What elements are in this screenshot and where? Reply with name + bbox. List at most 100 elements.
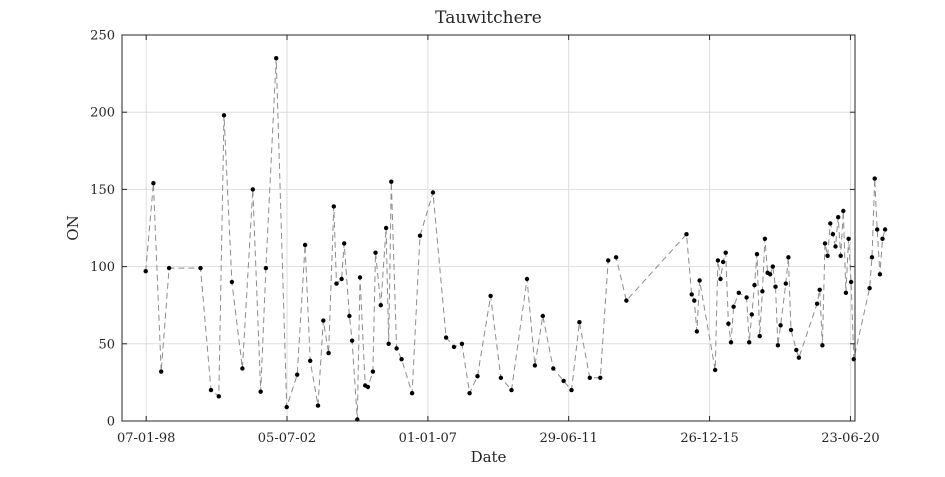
data-point (331, 204, 336, 209)
data-point (143, 269, 148, 274)
data-point (841, 208, 846, 214)
data-point (378, 303, 383, 308)
data-point (221, 113, 227, 118)
data-point (334, 281, 339, 286)
x-tick-label: 26-12-15 (680, 431, 738, 446)
data-point (757, 333, 762, 339)
data-point (731, 304, 736, 309)
data-point (778, 323, 783, 328)
data-point (828, 221, 833, 226)
data-point (624, 298, 629, 303)
x-tick-label: 05-07-02 (258, 431, 316, 446)
data-point (540, 313, 545, 319)
data-point (587, 375, 592, 380)
data-point (394, 346, 399, 351)
data-point (775, 343, 781, 348)
x-tick-label: 01-01-07 (399, 431, 457, 446)
data-point (880, 236, 885, 241)
data-point (409, 391, 415, 396)
data-point (783, 281, 788, 286)
data-point (752, 282, 757, 288)
data-point (843, 290, 849, 295)
data-point (836, 215, 841, 220)
data-point (794, 347, 799, 353)
data-point (475, 374, 480, 379)
data-point (796, 355, 802, 360)
data-point (459, 341, 465, 346)
data-point (848, 279, 854, 285)
data-point (509, 387, 514, 393)
data-point (365, 384, 371, 390)
data-point (762, 236, 768, 241)
y-tick-label: 100 (90, 260, 115, 275)
data-point (728, 340, 734, 345)
data-point (349, 338, 355, 343)
data-point (151, 181, 156, 186)
data-point (694, 329, 700, 334)
data-point (430, 190, 436, 195)
data-point (692, 298, 697, 303)
data-point (342, 241, 347, 246)
data-point (240, 366, 245, 371)
data-point (166, 265, 172, 271)
data-point (208, 387, 214, 393)
x-tick-label: 23-06-20 (821, 431, 879, 446)
data-point (284, 404, 289, 410)
data-point (229, 279, 235, 285)
data-point (718, 276, 723, 282)
y-tick-label: 0 (107, 415, 115, 430)
series-layer (143, 56, 888, 422)
chart-title: Tauwitchere (435, 8, 542, 28)
data-point (347, 313, 352, 319)
data-point (577, 320, 582, 325)
plot-frame (121, 34, 856, 422)
data-point (198, 265, 203, 271)
data-point (697, 278, 702, 283)
data-point (389, 179, 394, 184)
data-point (315, 403, 321, 408)
data-point (736, 290, 741, 295)
data-point (370, 369, 376, 374)
data-point (814, 301, 820, 306)
data-point (747, 340, 752, 345)
data-point (768, 272, 773, 277)
data-point (308, 358, 313, 363)
data-point (498, 375, 504, 380)
data-point (532, 363, 538, 368)
data-point (872, 176, 877, 181)
y-tick-label: 150 (90, 183, 115, 198)
data-point (250, 187, 255, 192)
data-point (833, 244, 838, 249)
data-point (383, 225, 389, 231)
data-point (488, 293, 493, 299)
data-point (720, 259, 726, 265)
data-point (551, 366, 556, 371)
data-point (613, 255, 619, 260)
data-point (373, 250, 378, 255)
data-point (326, 350, 331, 356)
data-point (869, 255, 875, 260)
data-point (357, 275, 363, 280)
data-point (877, 272, 883, 277)
ticks: 0 50 100 150 200 250 07-01-98 05-07-02 01-01-07 2… (90, 29, 879, 447)
data-point (159, 369, 164, 374)
data-point (867, 286, 872, 291)
data-point (561, 378, 566, 384)
x-tick-label: 29-06-11 (539, 431, 597, 446)
data-point (451, 344, 457, 350)
data-point (825, 253, 830, 258)
data-point (684, 232, 689, 237)
data-point (817, 287, 822, 292)
data-point (598, 375, 603, 380)
data-point (417, 233, 423, 238)
data-point (689, 292, 694, 297)
data-point (295, 372, 300, 377)
y-tick-label: 50 (98, 337, 115, 352)
data-point (749, 312, 754, 317)
x-tick-label: 07-01-98 (117, 431, 175, 446)
data-point (875, 227, 880, 232)
data-point (754, 252, 760, 257)
data-point (838, 253, 843, 258)
y-tick-label: 250 (90, 29, 115, 44)
